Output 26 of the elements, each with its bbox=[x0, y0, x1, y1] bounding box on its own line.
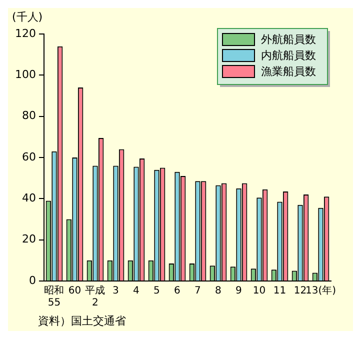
x-tick-label: 8 bbox=[215, 286, 222, 297]
y-tick-label: 80 bbox=[22, 109, 36, 122]
x-tick-label: 10 bbox=[252, 286, 266, 297]
y-tick-label: 40 bbox=[22, 192, 36, 205]
y-axis-title: (千人) bbox=[12, 10, 43, 24]
y-tick-label: 20 bbox=[22, 232, 36, 246]
x-tick-label: 平成 2 bbox=[85, 284, 106, 309]
legend-label: 内航船員数 bbox=[261, 48, 316, 62]
x-tick-label: 3 bbox=[112, 286, 119, 297]
y-tick-label: 120 bbox=[14, 26, 36, 40]
x-tick-label: 9 bbox=[236, 286, 242, 297]
x-tick-label: 6 bbox=[174, 286, 180, 297]
y-tick-label: 60 bbox=[22, 150, 36, 164]
legend-label: 漁業船員数 bbox=[261, 64, 316, 78]
y-tick-label: 0 bbox=[28, 274, 36, 287]
y-tick-label: 100 bbox=[14, 68, 36, 82]
x-tick-label: 13(年) bbox=[305, 284, 336, 297]
x-tick-label: 7 bbox=[194, 286, 201, 297]
text: 資料）国土交通省 bbox=[38, 314, 126, 328]
x-tick-label: 12 bbox=[294, 286, 307, 297]
x-tick-label: 60 bbox=[68, 286, 82, 297]
x-tick-label: 5 bbox=[154, 286, 160, 297]
x-tick-label: 昭和 55 bbox=[44, 284, 64, 309]
x-tick-label: 4 bbox=[133, 286, 140, 297]
x-tick-label: 11 bbox=[273, 286, 286, 297]
legend-label: 外航船員数 bbox=[261, 32, 316, 46]
